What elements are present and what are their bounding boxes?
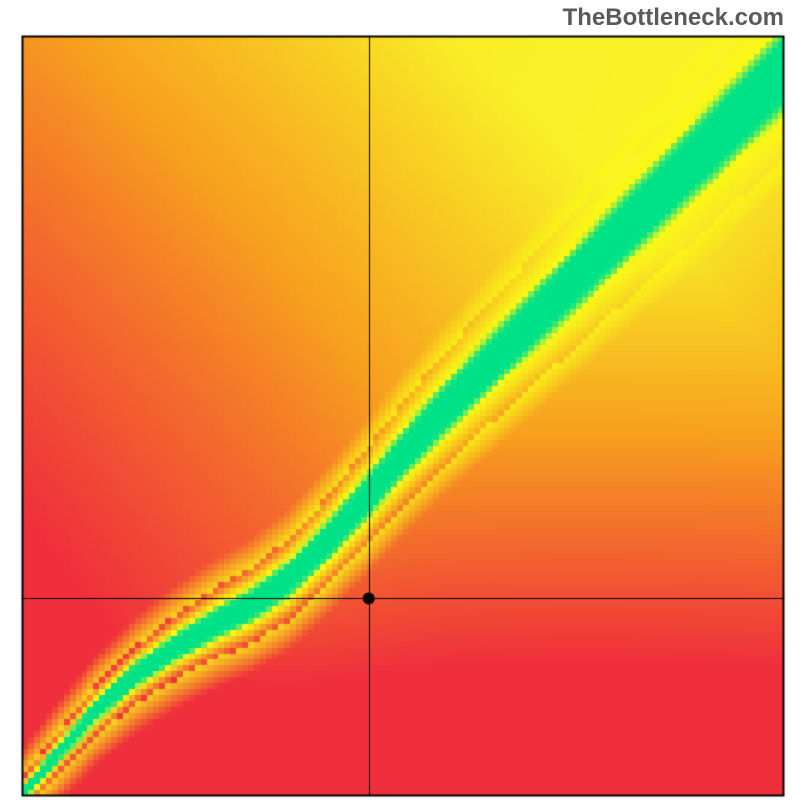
chart-container: { "source_watermark": { "text": "TheBott… (0, 0, 800, 800)
source-watermark: TheBottleneck.com (563, 4, 784, 32)
crosshair-overlay (0, 0, 800, 800)
